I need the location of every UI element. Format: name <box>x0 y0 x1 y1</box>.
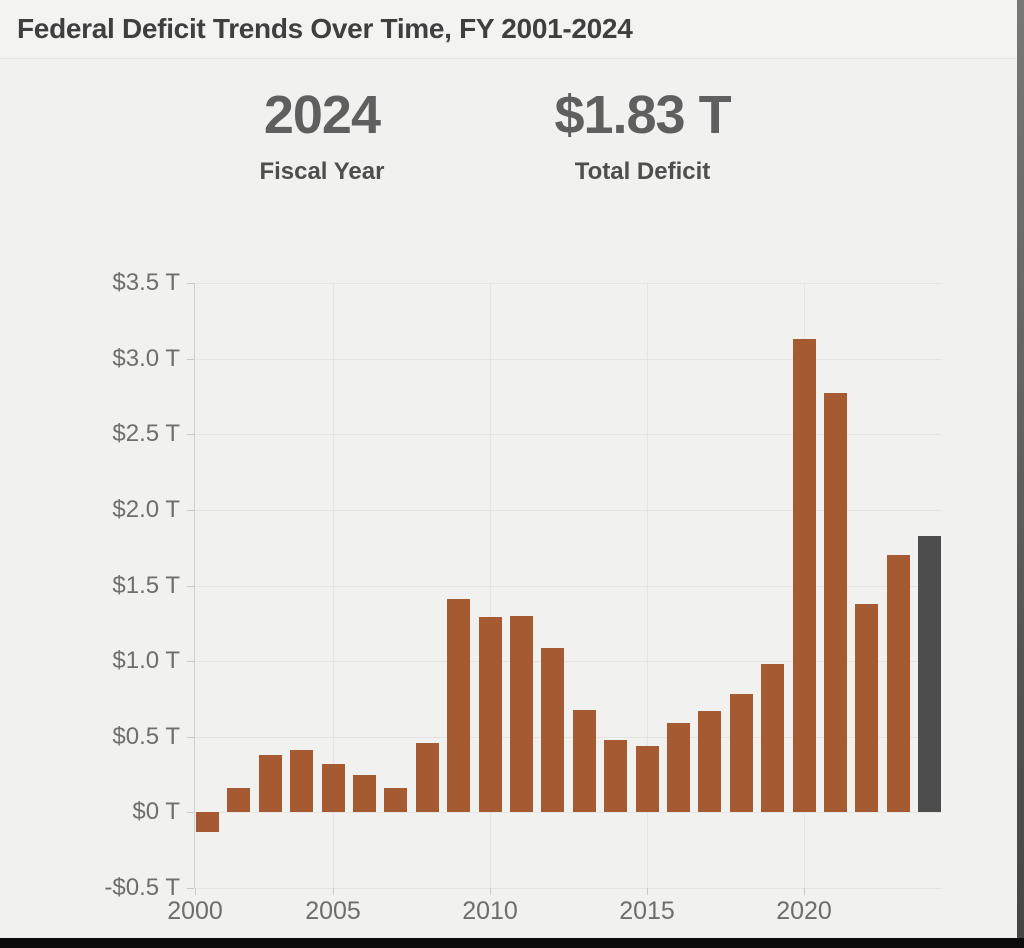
gridline-y-3.5 <box>195 283 941 284</box>
y-axis-tick <box>187 736 194 738</box>
bar-2015[interactable] <box>635 745 659 813</box>
gridline-y-0.5 <box>195 736 941 738</box>
screen-edge-right <box>1017 0 1024 948</box>
fiscal-year-label: Fiscal Year <box>259 158 385 185</box>
bar-2004[interactable] <box>290 750 314 813</box>
bar-2022[interactable] <box>855 603 879 813</box>
chart-header: Federal Deficit Trends Over Time, FY 200… <box>0 0 1017 59</box>
x-axis-label: 2015 <box>619 897 675 925</box>
bar-2021[interactable] <box>823 393 847 813</box>
gridline-y-2.5 <box>195 434 941 436</box>
gridline-x-2005 <box>333 283 334 888</box>
bar-2003[interactable] <box>258 754 282 813</box>
page-title: Federal Deficit Trends Over Time, FY 200… <box>17 13 633 44</box>
gridline-x-2015 <box>647 283 648 888</box>
gridline-y-1.5 <box>195 585 941 587</box>
y-axis-label: $3.0 T <box>112 344 180 372</box>
bar-2010[interactable] <box>478 617 502 813</box>
bar-2014[interactable] <box>604 739 628 813</box>
bar-2006[interactable] <box>352 774 376 813</box>
y-axis-label: $1.5 T <box>112 571 180 599</box>
gridline-y--0.5 <box>195 888 941 889</box>
x-axis-tick <box>804 888 805 895</box>
bar-2008[interactable] <box>415 742 439 813</box>
bar-2024[interactable] <box>918 535 942 813</box>
gridline-y-0 <box>195 812 941 814</box>
y-axis-tick <box>187 434 194 436</box>
bar-2009[interactable] <box>447 599 471 813</box>
total-deficit-label: Total Deficit <box>574 158 711 185</box>
bar-2018[interactable] <box>729 694 753 813</box>
y-axis-tick <box>187 888 194 889</box>
y-axis-tick <box>187 812 194 814</box>
bar-2020[interactable] <box>792 338 816 813</box>
bar-2005[interactable] <box>321 763 345 813</box>
x-axis-label: 2020 <box>776 897 832 925</box>
y-axis-label: $0 T <box>132 798 180 826</box>
gridline-y-2 <box>195 509 941 511</box>
x-axis-tick <box>195 888 196 895</box>
bar-2023[interactable] <box>886 555 910 813</box>
x-axis-tick <box>490 888 491 895</box>
y-axis-label: $0.5 T <box>112 722 180 750</box>
bar-2012[interactable] <box>541 647 565 813</box>
y-axis-label: -$0.5 T <box>104 874 180 901</box>
gridline-y-1 <box>195 661 941 663</box>
total-deficit-value: $1.83 T <box>554 85 731 145</box>
y-axis-label: $1.0 T <box>112 647 180 675</box>
x-axis-label: 2005 <box>305 897 361 925</box>
x-axis-tick <box>333 888 334 895</box>
bar-2011[interactable] <box>509 615 533 813</box>
y-axis-label: $2.5 T <box>112 420 180 448</box>
fiscal-year-value: 2024 <box>263 85 381 145</box>
y-axis-tick <box>187 585 194 587</box>
x-axis-tick <box>647 888 648 895</box>
bar-2002[interactable] <box>227 788 251 813</box>
bar-2017[interactable] <box>698 711 722 813</box>
bar-2013[interactable] <box>572 709 596 813</box>
bar-2007[interactable] <box>384 788 408 813</box>
x-axis-label: 2000 <box>167 897 223 925</box>
y-axis-tick <box>187 509 194 511</box>
deficit-bar-chart: $3.5 T $3.0 T $2.5 T $2.0 T $1.5 T $1.0 T $0.5… <box>104 271 942 924</box>
x-axis-label: 2010 <box>462 897 518 925</box>
gridline-y-3 <box>195 358 941 360</box>
gridline-x-2010 <box>490 283 491 888</box>
y-axis-label: $3.5 T <box>112 269 180 296</box>
y-axis-tick <box>187 661 194 663</box>
bar-2019[interactable] <box>761 664 785 813</box>
stat-total-deficit: $1.83 T Total Deficit <box>554 85 731 186</box>
bar-2001[interactable] <box>195 812 219 833</box>
stats-row: 2024 Fiscal Year $1.83 T Total Deficit <box>0 88 990 186</box>
y-axis-tick <box>187 283 194 284</box>
screen-edge-bottom <box>0 938 1024 948</box>
y-axis-label: $2.0 T <box>112 495 180 523</box>
y-axis-tick <box>187 358 194 360</box>
stat-fiscal-year: 2024 Fiscal Year <box>259 88 384 186</box>
bar-2016[interactable] <box>666 723 690 813</box>
